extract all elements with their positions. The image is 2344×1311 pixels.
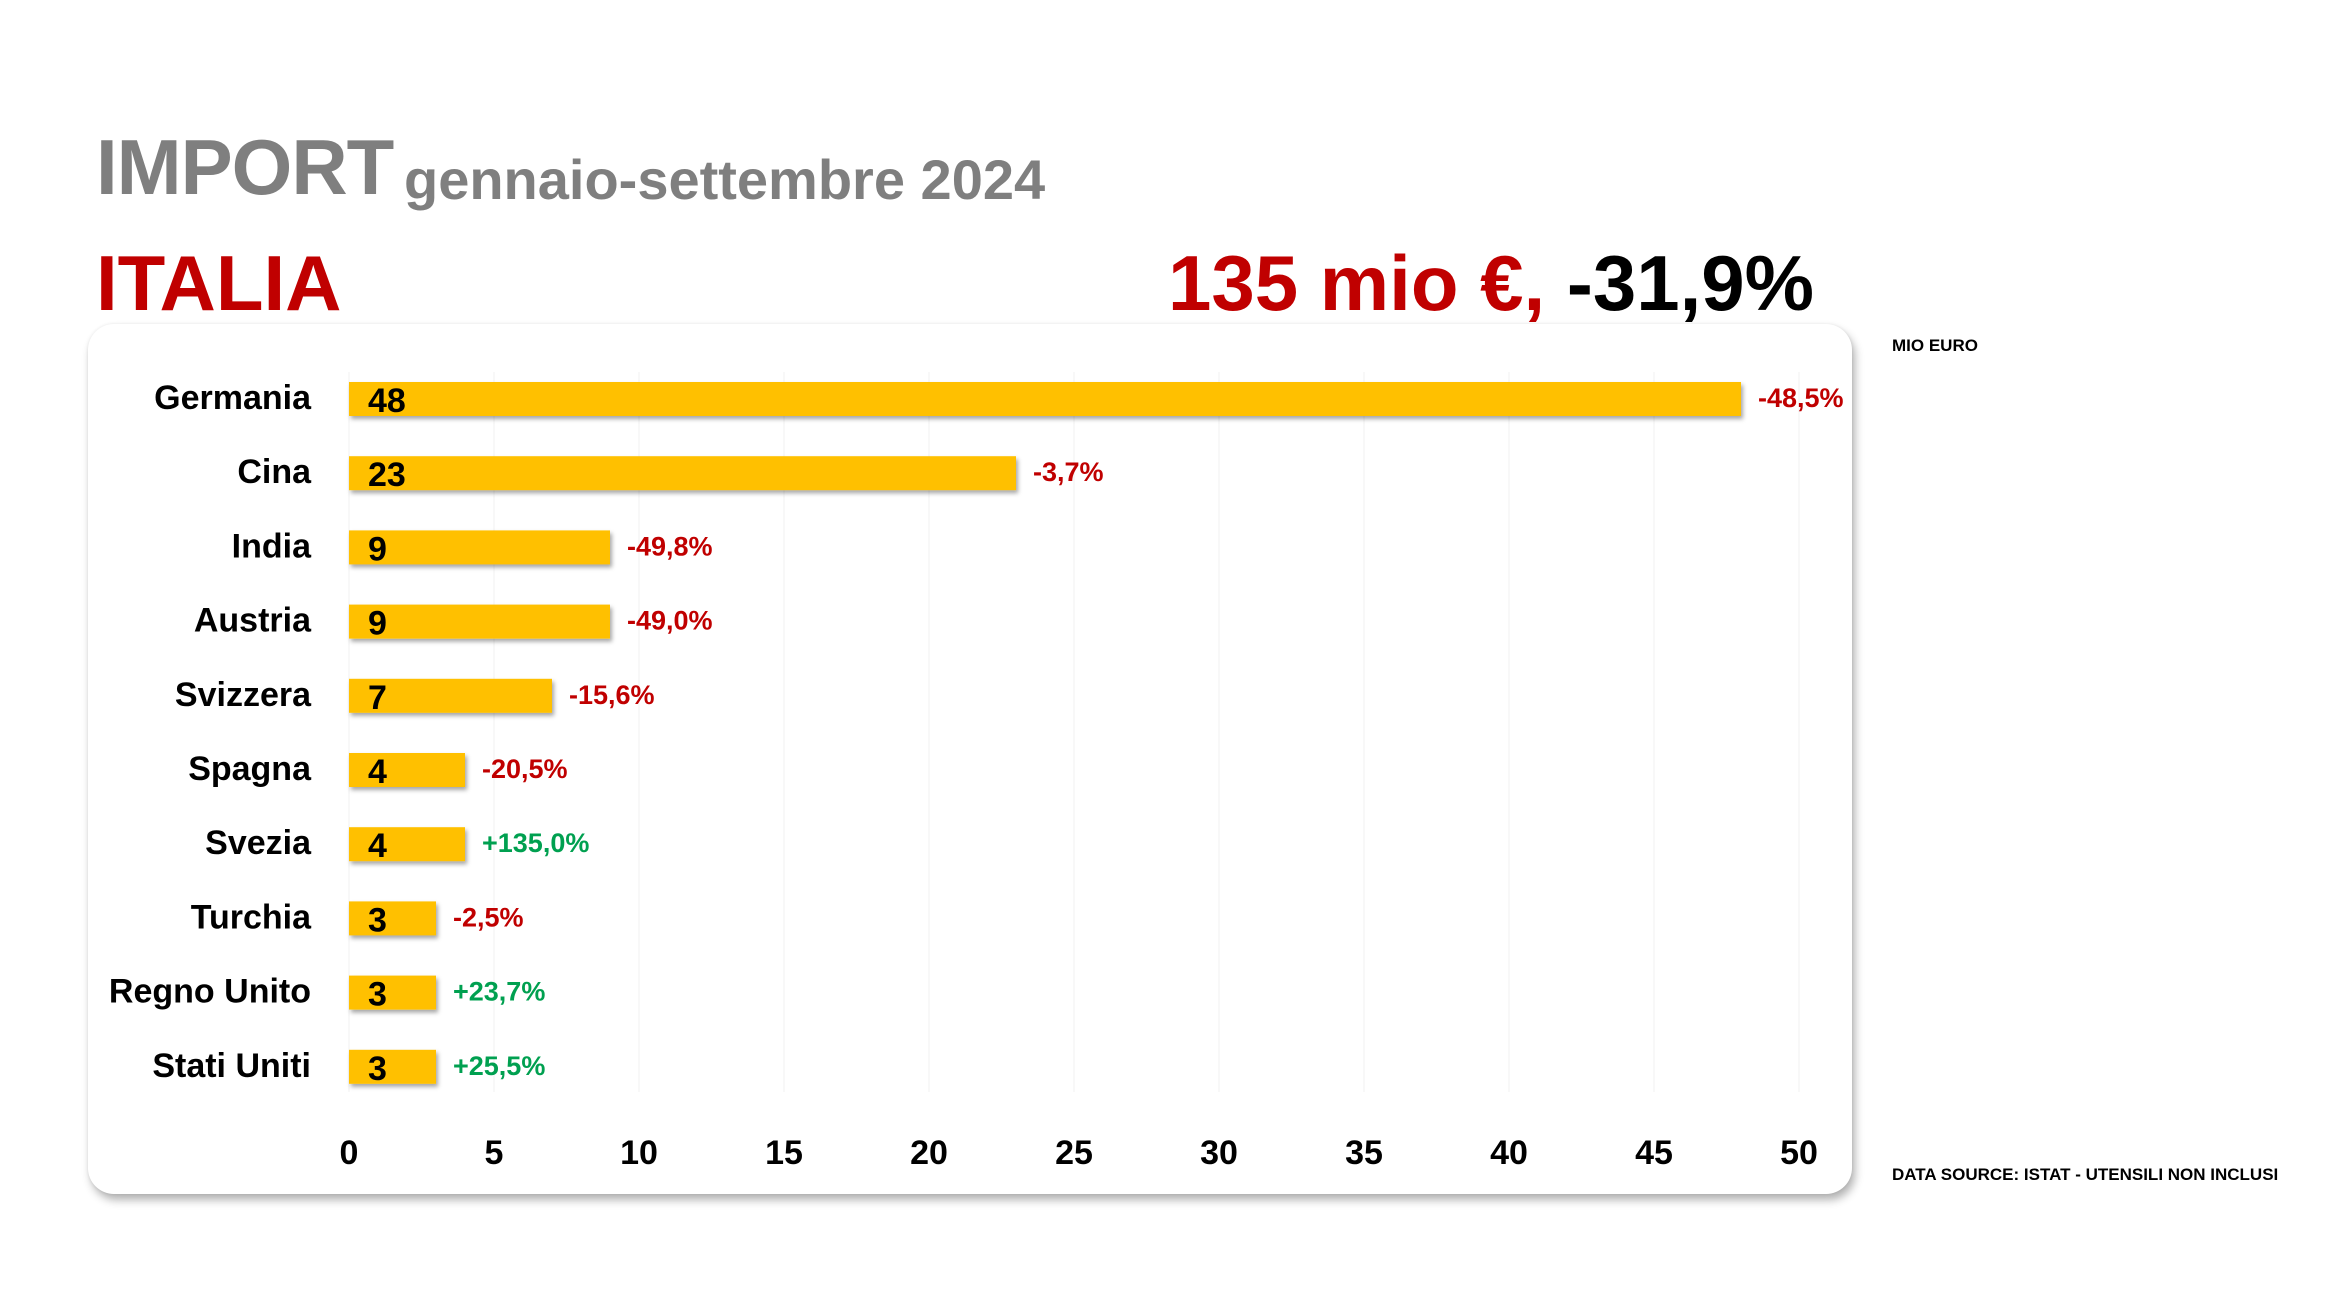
bar-value-label: 3 [368,976,387,1014]
chart-title: IMPORT [96,123,394,211]
change-label: -3,7% [1033,457,1104,487]
bar [349,753,465,787]
change-label: +23,7% [453,977,545,1007]
category-label: Regno Unito [109,973,311,1011]
x-tick-label: 50 [1780,1134,1818,1172]
bar [349,678,552,713]
category-label: Spagna [188,750,312,788]
change-label: -20,5% [482,754,568,784]
bar-value-label: 7 [368,679,387,717]
bar [349,975,436,1010]
category-label: Austria [194,602,312,640]
bar-value-label: 48 [368,382,406,420]
chart-period: gennaio-settembre 2024 [404,148,1046,211]
bar-value-label: 3 [368,901,387,939]
x-tick-label: 30 [1200,1134,1238,1172]
bar-value-label: 9 [368,530,387,568]
category-label: India [232,527,312,565]
category-label: Cina [237,453,312,491]
x-tick-label: 5 [485,1134,504,1172]
x-tick-label: 10 [620,1134,658,1172]
country-label: ITALIA [96,239,342,327]
x-tick-label: 45 [1635,1134,1673,1172]
total-change: -31,9% [1566,239,1814,327]
category-label: Svezia [205,824,312,862]
change-label: -15,6% [569,680,655,710]
change-label: -49,0% [627,606,713,636]
change-label: +135,0% [482,828,589,858]
bar [349,530,610,565]
x-tick-label: 15 [765,1134,803,1172]
x-tick-label: 20 [910,1134,948,1172]
bar [349,827,465,862]
total-summary: 135 mio €, -31,9% [1168,244,1814,322]
source-label: DATA SOURCE: ISTAT - UTENSILI NON INCLUS… [1892,1165,2279,1184]
x-tick-label: 25 [1055,1134,1093,1172]
x-tick-label: 0 [340,1134,359,1172]
bar [349,456,1016,491]
x-tick-label: 35 [1345,1134,1383,1172]
category-label: Turchia [191,898,312,936]
bar [349,382,1741,416]
x-tick-label: 40 [1490,1134,1528,1172]
bar [349,604,610,639]
bar-value-label: 23 [368,456,406,494]
unit-label: MIO EURO [1892,336,1978,355]
change-label: -49,8% [627,531,713,561]
bar [349,901,436,936]
bar-value-label: 9 [368,605,387,643]
change-label: -2,5% [453,902,524,932]
category-label: Stati Uniti [152,1047,311,1085]
change-label: +25,5% [453,1051,545,1081]
change-label: -48,5% [1758,383,1844,413]
bar [349,1049,436,1084]
category-label: Germania [154,379,312,417]
total-amount: 135 mio €, [1167,239,1546,327]
category-label: Svizzera [175,676,312,714]
bar-value-label: 3 [368,1050,387,1088]
bar-value-label: 4 [368,753,387,791]
bar-value-label: 4 [368,827,387,865]
